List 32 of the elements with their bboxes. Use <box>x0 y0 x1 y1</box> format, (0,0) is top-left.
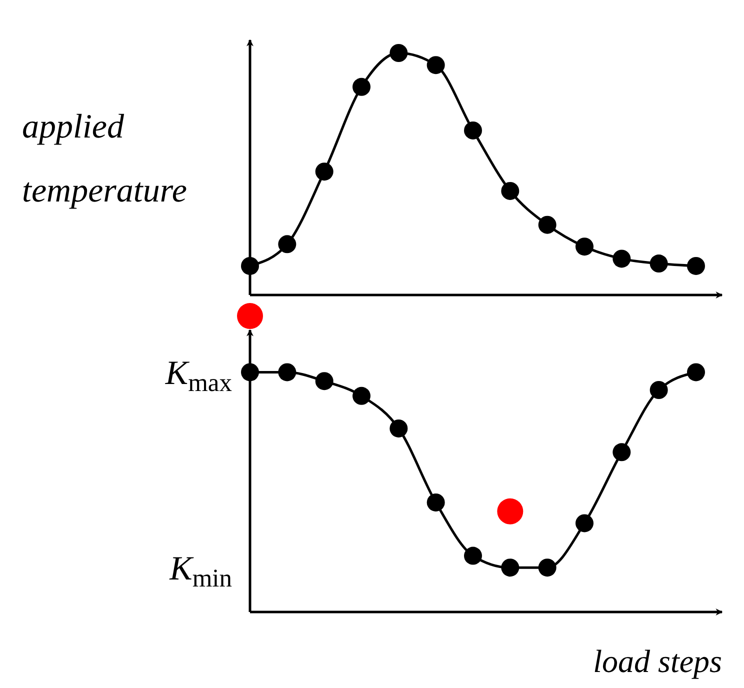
point <box>501 558 520 577</box>
point <box>426 56 445 74</box>
text: K$_{min}$ <box>168 550 232 592</box>
point <box>687 256 705 275</box>
point <box>390 419 408 438</box>
x-axis-title: load steps <box>593 643 722 679</box>
point <box>687 363 705 382</box>
point <box>241 256 259 275</box>
point <box>576 238 594 256</box>
point <box>501 182 520 200</box>
point <box>241 363 259 382</box>
point <box>237 303 263 329</box>
point <box>497 498 524 524</box>
point <box>315 162 334 181</box>
point <box>538 558 556 577</box>
text: K$_{max}$ <box>164 355 232 397</box>
point <box>278 363 296 382</box>
point <box>464 121 482 140</box>
point <box>538 216 556 234</box>
point <box>352 78 370 96</box>
point <box>390 44 408 62</box>
point <box>612 250 631 268</box>
y-axis-title: applied temperature <box>22 108 187 210</box>
point <box>315 372 334 390</box>
point <box>576 514 594 532</box>
point <box>464 546 482 565</box>
point <box>352 386 370 405</box>
point <box>650 381 668 399</box>
point <box>278 235 296 254</box>
point <box>426 493 445 512</box>
point <box>612 443 631 462</box>
point <box>650 254 668 273</box>
